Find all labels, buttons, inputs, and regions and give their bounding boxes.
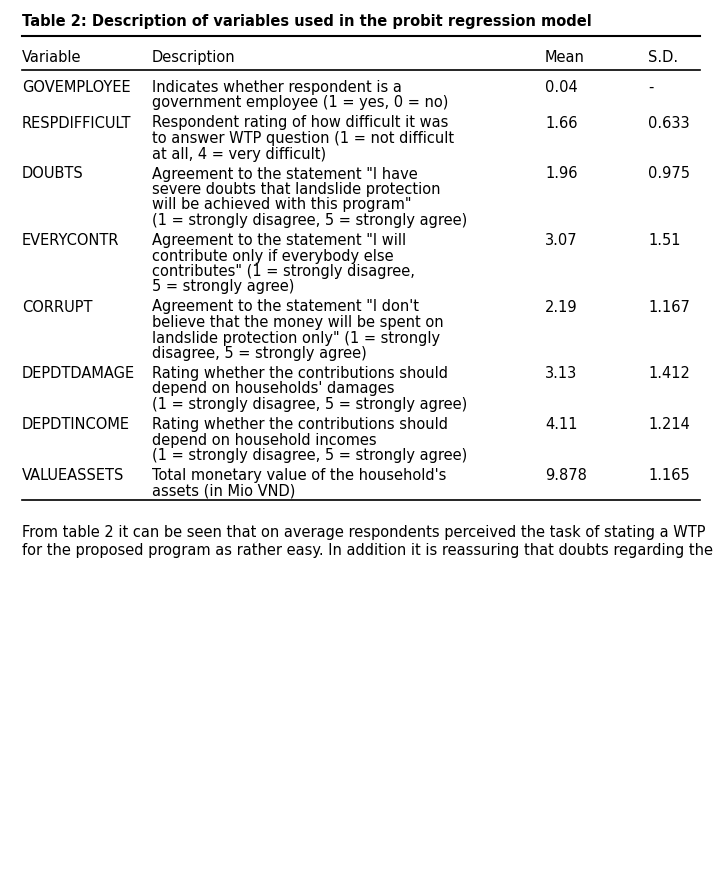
Text: Rating whether the contributions should: Rating whether the contributions should [152, 417, 448, 432]
Text: landslide protection only" (1 = strongly: landslide protection only" (1 = strongly [152, 330, 440, 345]
Text: Agreement to the statement "I don't: Agreement to the statement "I don't [152, 300, 419, 315]
Text: Agreement to the statement "I have: Agreement to the statement "I have [152, 167, 418, 182]
Text: 5 = strongly agree): 5 = strongly agree) [152, 280, 294, 295]
Text: assets (in Mio VND): assets (in Mio VND) [152, 483, 296, 498]
Text: disagree, 5 = strongly agree): disagree, 5 = strongly agree) [152, 346, 367, 361]
Text: (1 = strongly disagree, 5 = strongly agree): (1 = strongly disagree, 5 = strongly agr… [152, 397, 467, 412]
Text: (1 = strongly disagree, 5 = strongly agree): (1 = strongly disagree, 5 = strongly agr… [152, 448, 467, 463]
Text: will be achieved with this program": will be achieved with this program" [152, 198, 411, 212]
Text: GOVEMPLOYEE: GOVEMPLOYEE [22, 80, 131, 95]
Text: Variable: Variable [22, 50, 81, 65]
Text: 1.167: 1.167 [648, 300, 690, 315]
Text: DEPDTINCOME: DEPDTINCOME [22, 417, 130, 432]
Text: 1.96: 1.96 [545, 167, 578, 182]
Text: believe that the money will be spent on: believe that the money will be spent on [152, 315, 443, 330]
Text: 1.412: 1.412 [648, 366, 690, 381]
Text: 1.66: 1.66 [545, 115, 578, 130]
Text: DOUBTS: DOUBTS [22, 167, 84, 182]
Text: 1.165: 1.165 [648, 468, 690, 483]
Text: -: - [648, 80, 653, 95]
Text: Table 2: Description of variables used in the probit regression model: Table 2: Description of variables used i… [22, 14, 592, 29]
Text: at all, 4 = very difficult): at all, 4 = very difficult) [152, 147, 326, 162]
Text: Rating whether the contributions should: Rating whether the contributions should [152, 366, 448, 381]
Text: Respondent rating of how difficult it was: Respondent rating of how difficult it wa… [152, 115, 448, 130]
Text: RESPDIFFICULT: RESPDIFFICULT [22, 115, 131, 130]
Text: S.D.: S.D. [648, 50, 678, 65]
Text: for the proposed program as rather easy. In addition it is reassuring that doubt: for the proposed program as rather easy.… [22, 543, 713, 558]
Text: Description: Description [152, 50, 236, 65]
Text: 9.878: 9.878 [545, 468, 587, 483]
Text: 1.214: 1.214 [648, 417, 690, 432]
Text: DEPDTDAMAGE: DEPDTDAMAGE [22, 366, 135, 381]
Text: EVERYCONTR: EVERYCONTR [22, 233, 119, 248]
Text: 4.11: 4.11 [545, 417, 578, 432]
Text: contribute only if everybody else: contribute only if everybody else [152, 248, 393, 263]
Text: 0.975: 0.975 [648, 167, 690, 182]
Text: (1 = strongly disagree, 5 = strongly agree): (1 = strongly disagree, 5 = strongly agr… [152, 213, 467, 228]
Text: Indicates whether respondent is a: Indicates whether respondent is a [152, 80, 402, 95]
Text: VALUEASSETS: VALUEASSETS [22, 468, 124, 483]
Text: 3.07: 3.07 [545, 233, 578, 248]
Text: 1.51: 1.51 [648, 233, 680, 248]
Text: Mean: Mean [545, 50, 585, 65]
Text: From table 2 it can be seen that on average respondents perceived the task of st: From table 2 it can be seen that on aver… [22, 525, 705, 540]
Text: Agreement to the statement "I will: Agreement to the statement "I will [152, 233, 406, 248]
Text: contributes" (1 = strongly disagree,: contributes" (1 = strongly disagree, [152, 264, 415, 279]
Text: government employee (1 = yes, 0 = no): government employee (1 = yes, 0 = no) [152, 95, 448, 110]
Text: 0.04: 0.04 [545, 80, 578, 95]
Text: depend on households' damages: depend on households' damages [152, 381, 395, 397]
Text: CORRUPT: CORRUPT [22, 300, 93, 315]
Text: depend on household incomes: depend on household incomes [152, 433, 376, 447]
Text: 2.19: 2.19 [545, 300, 578, 315]
Text: to answer WTP question (1 = not difficult: to answer WTP question (1 = not difficul… [152, 131, 454, 146]
Text: Total monetary value of the household's: Total monetary value of the household's [152, 468, 446, 483]
Text: 3.13: 3.13 [545, 366, 577, 381]
Text: severe doubts that landslide protection: severe doubts that landslide protection [152, 182, 441, 197]
Text: 0.633: 0.633 [648, 115, 690, 130]
